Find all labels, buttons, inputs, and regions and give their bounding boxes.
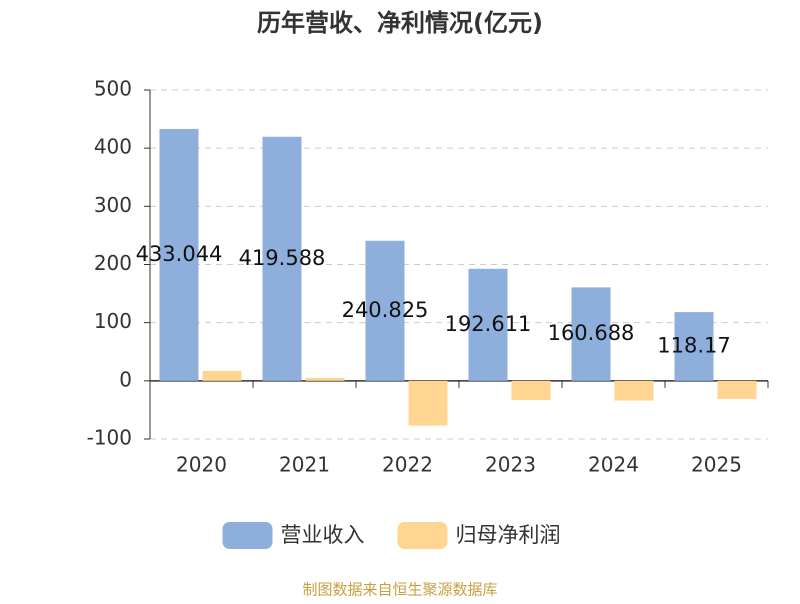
y-tick-label: 400 bbox=[94, 135, 132, 159]
value-label: 240.825 bbox=[342, 298, 429, 322]
x-tick-label: 2023 bbox=[485, 453, 536, 477]
bar bbox=[674, 312, 714, 381]
y-tick-label: 300 bbox=[94, 193, 132, 217]
x-tick-label: 2025 bbox=[691, 453, 742, 477]
x-tick-label: 2022 bbox=[382, 453, 433, 477]
value-label: 419.588 bbox=[239, 246, 326, 270]
bar bbox=[202, 370, 242, 381]
bar bbox=[305, 377, 345, 381]
y-tick-label: -100 bbox=[87, 426, 132, 450]
bar bbox=[614, 380, 654, 401]
y-tick-label: 100 bbox=[94, 309, 132, 333]
y-tick-label: 0 bbox=[119, 367, 132, 391]
legend-swatch bbox=[222, 522, 273, 549]
legend-swatch bbox=[397, 522, 448, 549]
value-label: 192.611 bbox=[445, 312, 532, 336]
bar bbox=[468, 268, 508, 381]
bar bbox=[511, 380, 551, 401]
value-label: 433.044 bbox=[136, 242, 223, 266]
x-tick-label: 2021 bbox=[279, 453, 330, 477]
value-label: 160.688 bbox=[548, 321, 635, 345]
x-tick-label: 2024 bbox=[588, 453, 639, 477]
chart-title: 历年营收、净利情况(亿元) bbox=[257, 9, 543, 37]
legend-label: 归母净利润 bbox=[456, 523, 561, 547]
value-label: 118.17 bbox=[657, 333, 730, 357]
bar bbox=[262, 136, 302, 381]
bar bbox=[717, 380, 757, 399]
legend-label: 营业收入 bbox=[281, 523, 365, 547]
bar bbox=[159, 128, 199, 381]
bar bbox=[571, 287, 611, 381]
source-note: 制图数据来自恒生聚源数据库 bbox=[302, 581, 497, 599]
bar bbox=[365, 240, 405, 381]
bar bbox=[408, 380, 448, 426]
y-tick-label: 200 bbox=[94, 251, 132, 275]
y-tick-label: 500 bbox=[94, 77, 132, 101]
x-tick-label: 2020 bbox=[176, 453, 227, 477]
